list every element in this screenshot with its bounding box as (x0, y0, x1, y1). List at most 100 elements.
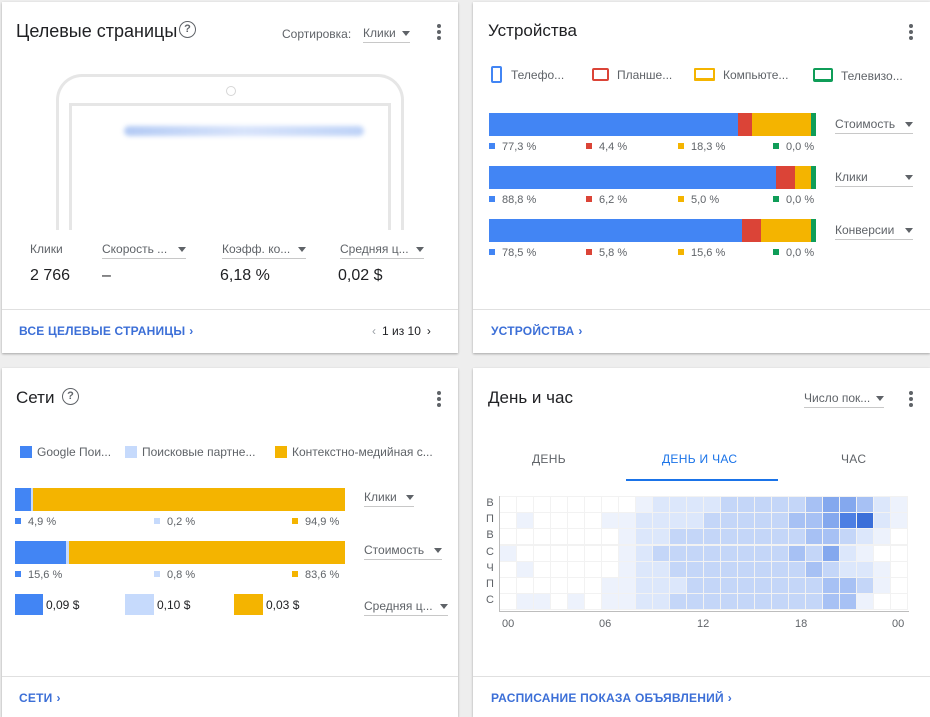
heatmap-cell[interactable] (874, 545, 890, 561)
heatmap-cell[interactable] (670, 529, 686, 545)
heatmap-cell[interactable] (534, 545, 550, 561)
ad-schedule-link[interactable]: РАСПИСАНИЕ ПОКАЗА ОБЪЯВЛЕНИЙ › (491, 691, 732, 705)
heatmap-cell[interactable] (500, 561, 516, 577)
heatmap-cell[interactable] (772, 594, 788, 610)
heatmap-cell[interactable] (840, 513, 856, 529)
heatmap-cell[interactable] (602, 545, 618, 561)
help-icon[interactable]: ? (179, 21, 196, 38)
heatmap-cell[interactable] (636, 545, 652, 561)
metric-dropdown-avg-cpc[interactable]: Средняя ц... (364, 599, 448, 616)
heatmap-cell[interactable] (500, 594, 516, 610)
heatmap-cell[interactable] (619, 497, 635, 512)
metric-dropdown[interactable]: Стоимость (835, 117, 913, 134)
heatmap-cell[interactable] (840, 561, 856, 577)
tab-day[interactable]: ДЕНЬ (532, 452, 566, 466)
heatmap-cell[interactable] (891, 529, 907, 545)
more-options-icon[interactable] (908, 390, 914, 408)
heatmap-cell[interactable] (891, 545, 907, 561)
heatmap-cell[interactable] (755, 545, 771, 561)
heatmap-cell[interactable] (602, 594, 618, 610)
heatmap-cell[interactable] (551, 513, 567, 529)
heatmap-cell[interactable] (704, 578, 720, 593)
heatmap-cell[interactable] (721, 545, 737, 561)
tab-day-and-hour[interactable]: ДЕНЬ И ЧАС (662, 452, 738, 466)
heatmap-cell[interactable] (840, 497, 856, 512)
tab-hour[interactable]: ЧАС (841, 452, 867, 466)
devices-link[interactable]: УСТРОЙСТВА › (491, 324, 583, 338)
heatmap-cell[interactable] (670, 578, 686, 593)
metric-dropdown[interactable]: Конверсии (835, 223, 913, 240)
heatmap-cell[interactable] (670, 545, 686, 561)
heatmap-cell[interactable] (704, 529, 720, 545)
heatmap-cell[interactable] (738, 561, 754, 577)
heatmap-cell[interactable] (602, 513, 618, 529)
heatmap-cell[interactable] (874, 529, 890, 545)
heatmap-cell[interactable] (874, 497, 890, 512)
heatmap-cell[interactable] (738, 513, 754, 529)
heatmap-cell[interactable] (568, 529, 584, 545)
heatmap-cell[interactable] (636, 578, 652, 593)
heatmap-cell[interactable] (806, 529, 822, 545)
heatmap-cell[interactable] (585, 545, 601, 561)
heatmap-cell[interactable] (602, 578, 618, 593)
heatmap-cell[interactable] (891, 578, 907, 593)
heatmap-cell[interactable] (738, 545, 754, 561)
heatmap-cell[interactable] (755, 513, 771, 529)
heatmap-cell[interactable] (823, 497, 839, 512)
heatmap-cell[interactable] (755, 578, 771, 593)
heatmap-cell[interactable] (755, 497, 771, 512)
heatmap-cell[interactable] (517, 578, 533, 593)
heatmap-cell[interactable] (857, 561, 873, 577)
more-options-icon[interactable] (908, 23, 914, 41)
heatmap-cell[interactable] (738, 529, 754, 545)
all-landing-pages-link[interactable]: ВСЕ ЦЕЛЕВЫЕ СТРАНИЦЫ › (19, 324, 193, 338)
heatmap-cell[interactable] (517, 513, 533, 529)
heatmap-cell[interactable] (755, 529, 771, 545)
metric-dropdown[interactable]: Клики (835, 170, 913, 187)
heatmap-cell[interactable] (891, 497, 907, 512)
next-page-icon[interactable]: › (426, 324, 431, 338)
heatmap-cell[interactable] (874, 513, 890, 529)
heatmap-cell[interactable] (500, 497, 516, 512)
heatmap-cell[interactable] (738, 578, 754, 593)
heatmap-cell[interactable] (891, 594, 907, 610)
heatmap-cell[interactable] (806, 497, 822, 512)
heatmap-cell[interactable] (755, 561, 771, 577)
heatmap-cell[interactable] (857, 578, 873, 593)
heatmap-cell[interactable] (653, 594, 669, 610)
heatmap-cell[interactable] (670, 594, 686, 610)
metric-dropdown[interactable]: Стоимость (364, 543, 442, 560)
heatmap-cell[interactable] (551, 594, 567, 610)
heatmap-cell[interactable] (857, 529, 873, 545)
heatmap-cell[interactable] (551, 529, 567, 545)
heatmap-cell[interactable] (721, 578, 737, 593)
heatmap-cell[interactable] (619, 529, 635, 545)
heatmap-cell[interactable] (534, 513, 550, 529)
heatmap-cell[interactable] (857, 545, 873, 561)
heatmap-cell[interactable] (721, 594, 737, 610)
heatmap-cell[interactable] (704, 497, 720, 512)
heatmap-cell[interactable] (619, 545, 635, 561)
heatmap-cell[interactable] (738, 497, 754, 512)
heatmap-cell[interactable] (585, 594, 601, 610)
heatmap-cell[interactable] (619, 578, 635, 593)
networks-link[interactable]: СЕТИ › (19, 691, 61, 705)
heatmap-cell[interactable] (755, 594, 771, 610)
heatmap-cell[interactable] (789, 578, 805, 593)
heatmap-cell[interactable] (704, 561, 720, 577)
heatmap-cell[interactable] (585, 513, 601, 529)
heatmap-cell[interactable] (857, 513, 873, 529)
heatmap-cell[interactable] (789, 594, 805, 610)
heatmap-cell[interactable] (874, 594, 890, 610)
heatmap-cell[interactable] (704, 545, 720, 561)
heatmap-cell[interactable] (500, 545, 516, 561)
stat-dropdown-avg-cpc[interactable]: Средняя ц... (340, 242, 424, 259)
heatmap-cell[interactable] (806, 561, 822, 577)
heatmap-cell[interactable] (517, 561, 533, 577)
heatmap-cell[interactable] (687, 561, 703, 577)
heatmap-cell[interactable] (687, 545, 703, 561)
heatmap-cell[interactable] (789, 529, 805, 545)
heatmap-cell[interactable] (704, 513, 720, 529)
heatmap-cell[interactable] (772, 497, 788, 512)
heatmap-cell[interactable] (823, 561, 839, 577)
